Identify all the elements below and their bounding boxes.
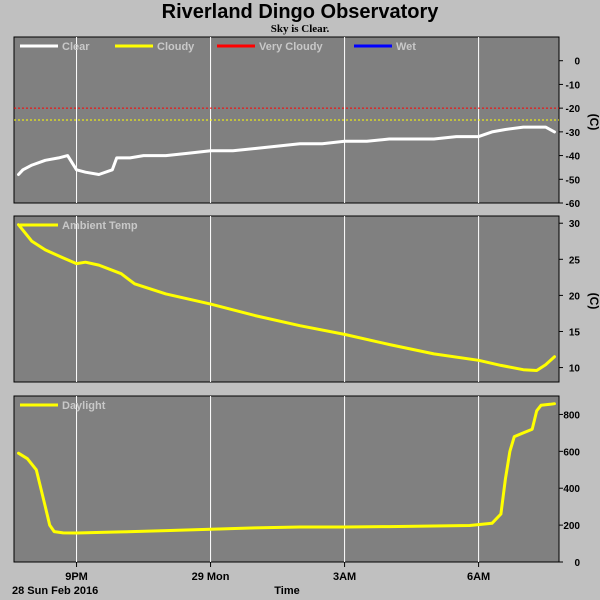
legend-item: Cloudy xyxy=(115,41,195,53)
plot-area xyxy=(13,215,560,383)
y-tick-label: 800 xyxy=(563,410,580,421)
x-tick-label: 9PM xyxy=(65,571,88,583)
y-tick-label: -30 xyxy=(566,128,581,139)
y-tick-label: 200 xyxy=(563,521,580,532)
series-line-clear xyxy=(17,125,556,176)
y-tick-label: -50 xyxy=(566,175,581,186)
sky-status: Sky is Clear. xyxy=(270,23,330,35)
legend-label: Very Cloudy xyxy=(259,41,323,53)
y-tick-label: -20 xyxy=(566,104,581,115)
y-tick-label: 400 xyxy=(563,484,580,495)
x-tick-label: 3AM xyxy=(333,571,356,583)
chart-panel-1: 0 -10 -20 -30 -40 -50 -60 (C) Clear Cloudy Very Cl… xyxy=(13,36,600,210)
x-tick-label: 6AM xyxy=(467,571,490,583)
legend-label: Clear xyxy=(62,41,90,53)
legend-item: Wet xyxy=(354,41,416,53)
y-tick-label: 600 xyxy=(563,447,580,458)
legend-item: Daylight xyxy=(20,400,106,412)
x-axis-title: Time xyxy=(274,585,299,597)
y-tick-label: -60 xyxy=(566,199,581,210)
y-unit-label: (C) xyxy=(587,114,600,131)
legend-item: Ambient Temp xyxy=(20,220,138,232)
chart-panel-2: 30 25 20 15 10 (C) Ambient Temp xyxy=(13,215,600,383)
series-line-ambient-temp xyxy=(17,223,556,372)
chart-panel-3: 800 600 400 200 0 Daylight xyxy=(13,395,580,569)
page-title: Riverland Dingo Observatory xyxy=(161,1,439,23)
y-tick-label: 10 xyxy=(569,364,581,375)
legend-label: Daylight xyxy=(62,400,106,412)
y-tick-label: 0 xyxy=(574,558,580,569)
plot-area xyxy=(13,395,560,563)
legend-label: Cloudy xyxy=(157,41,195,53)
y-tick-label: 20 xyxy=(569,291,581,302)
x-date-label: 28 Sun Feb 2016 xyxy=(12,585,98,597)
y-tick-label: 25 xyxy=(569,255,581,266)
series-line-daylight xyxy=(17,402,556,535)
legend-item: Very Cloudy xyxy=(217,41,323,53)
y-tick-label: -10 xyxy=(566,80,581,91)
y-tick-label: 30 xyxy=(569,219,581,230)
x-tick-label: 29 Mon xyxy=(192,571,230,583)
y-tick-label: 15 xyxy=(569,327,581,338)
legend-item: Clear xyxy=(20,41,90,53)
legend-label: Ambient Temp xyxy=(62,220,138,232)
y-tick-label: -40 xyxy=(566,152,581,163)
y-unit-label: (C) xyxy=(587,293,600,310)
legend-label: Wet xyxy=(396,41,416,53)
y-tick-label: 0 xyxy=(574,57,580,68)
